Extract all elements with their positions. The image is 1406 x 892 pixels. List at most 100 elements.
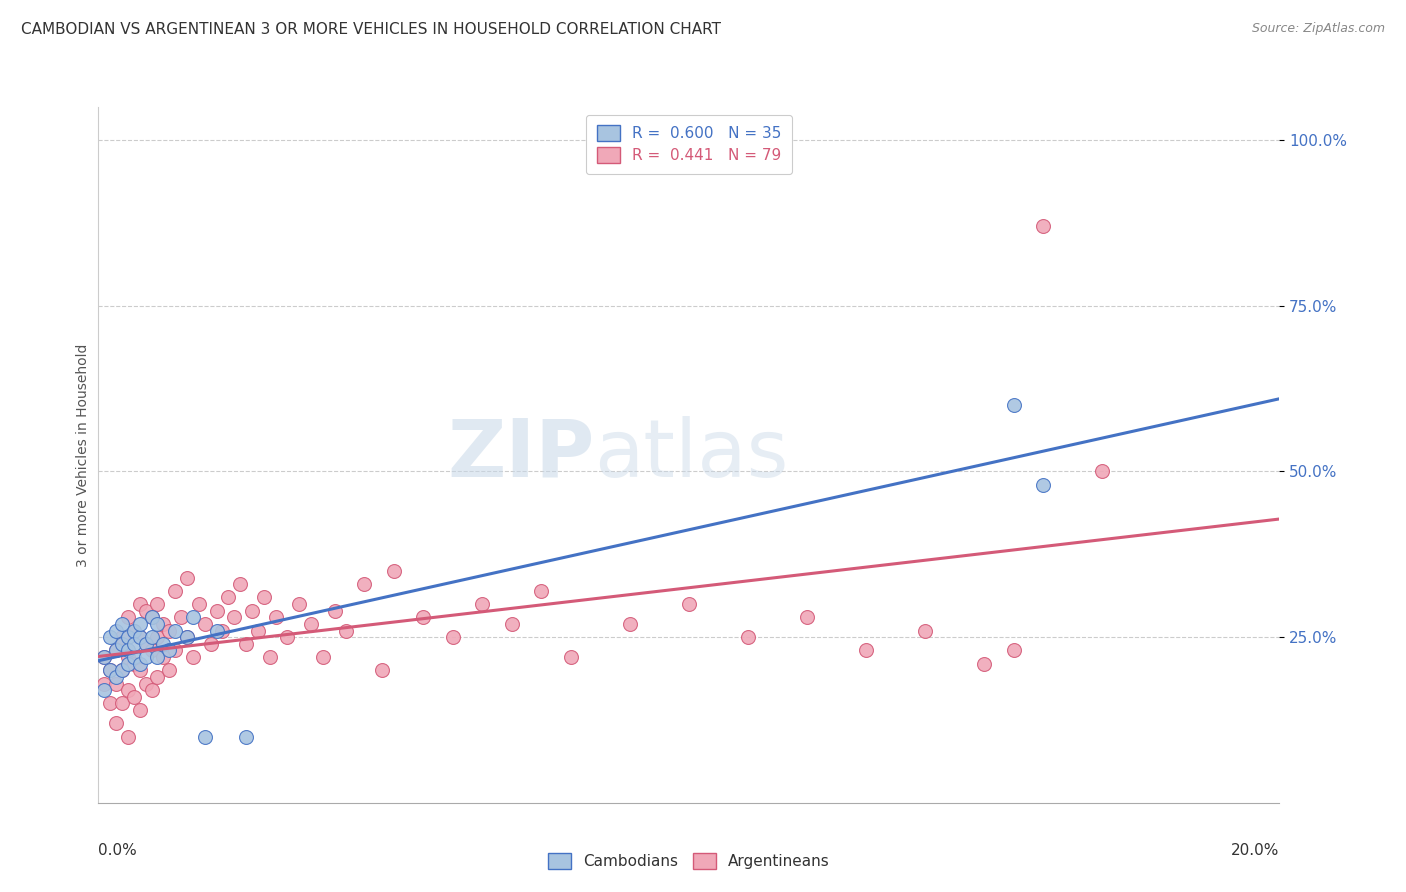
Point bbox=[312, 650, 335, 665]
Text: atlas: atlas bbox=[595, 416, 789, 494]
Point bbox=[128, 616, 150, 631]
Point bbox=[471, 597, 494, 611]
Point bbox=[264, 610, 287, 624]
Point bbox=[299, 616, 322, 631]
Point bbox=[105, 676, 128, 690]
Point bbox=[122, 657, 145, 671]
Point bbox=[855, 643, 877, 657]
Point bbox=[98, 697, 121, 711]
Point bbox=[98, 663, 121, 677]
Point bbox=[165, 643, 187, 657]
Point bbox=[146, 616, 169, 631]
Point bbox=[117, 610, 139, 624]
Point bbox=[98, 630, 121, 644]
Point bbox=[530, 583, 553, 598]
Point bbox=[217, 591, 239, 605]
Point bbox=[165, 583, 187, 598]
Text: CAMBODIAN VS ARGENTINEAN 3 OR MORE VEHICLES IN HOUSEHOLD CORRELATION CHART: CAMBODIAN VS ARGENTINEAN 3 OR MORE VEHIC… bbox=[21, 22, 721, 37]
Point bbox=[135, 637, 157, 651]
Point bbox=[117, 650, 139, 665]
Point bbox=[122, 650, 145, 665]
Point bbox=[146, 630, 169, 644]
Point bbox=[194, 616, 217, 631]
Point bbox=[253, 591, 276, 605]
Point bbox=[122, 624, 145, 638]
Point bbox=[353, 577, 375, 591]
Point bbox=[122, 624, 145, 638]
Point bbox=[128, 657, 150, 671]
Point bbox=[246, 624, 269, 638]
Point bbox=[146, 597, 169, 611]
Point bbox=[914, 624, 936, 638]
Point bbox=[441, 630, 464, 644]
Point bbox=[176, 570, 198, 584]
Point bbox=[229, 577, 252, 591]
Point bbox=[93, 676, 115, 690]
Point bbox=[128, 630, 150, 644]
Point bbox=[181, 610, 204, 624]
Point bbox=[973, 657, 995, 671]
Point bbox=[135, 604, 157, 618]
Point bbox=[1091, 465, 1114, 479]
Point bbox=[194, 730, 217, 744]
Point bbox=[93, 683, 115, 698]
Point bbox=[240, 604, 263, 618]
Point bbox=[737, 630, 759, 644]
Point bbox=[678, 597, 700, 611]
Point bbox=[181, 650, 204, 665]
Point bbox=[224, 610, 246, 624]
Point bbox=[105, 670, 128, 684]
Point bbox=[111, 616, 134, 631]
Point bbox=[141, 610, 163, 624]
Point bbox=[176, 630, 198, 644]
Point bbox=[135, 637, 157, 651]
Point bbox=[157, 643, 180, 657]
Point bbox=[93, 650, 115, 665]
Point bbox=[128, 597, 150, 611]
Point bbox=[335, 624, 357, 638]
Point bbox=[141, 610, 163, 624]
Point bbox=[135, 676, 157, 690]
Point bbox=[170, 610, 193, 624]
Point bbox=[117, 730, 139, 744]
Point bbox=[128, 630, 150, 644]
Point bbox=[128, 663, 150, 677]
Point bbox=[105, 624, 128, 638]
Text: 0.0%: 0.0% bbox=[98, 843, 138, 858]
Point bbox=[211, 624, 233, 638]
Point bbox=[141, 643, 163, 657]
Point bbox=[152, 616, 174, 631]
Point bbox=[122, 637, 145, 651]
Point bbox=[111, 630, 134, 644]
Point bbox=[135, 650, 157, 665]
Point bbox=[200, 637, 222, 651]
Y-axis label: 3 or more Vehicles in Household: 3 or more Vehicles in Household bbox=[76, 343, 90, 566]
Text: ZIP: ZIP bbox=[447, 416, 595, 494]
Point bbox=[152, 650, 174, 665]
Point bbox=[176, 630, 198, 644]
Point bbox=[1032, 219, 1054, 234]
Text: Source: ZipAtlas.com: Source: ZipAtlas.com bbox=[1251, 22, 1385, 36]
Point bbox=[146, 650, 169, 665]
Point bbox=[111, 637, 134, 651]
Point bbox=[1002, 643, 1025, 657]
Point bbox=[796, 610, 818, 624]
Point bbox=[276, 630, 298, 644]
Point bbox=[187, 597, 209, 611]
Point bbox=[235, 637, 257, 651]
Point bbox=[105, 716, 128, 731]
Legend: Cambodians, Argentineans: Cambodians, Argentineans bbox=[538, 845, 839, 879]
Point bbox=[165, 624, 187, 638]
Point bbox=[323, 604, 346, 618]
Point bbox=[111, 697, 134, 711]
Point bbox=[1002, 398, 1025, 412]
Point bbox=[205, 604, 228, 618]
Point bbox=[501, 616, 523, 631]
Point bbox=[382, 564, 405, 578]
Point bbox=[117, 657, 139, 671]
Point bbox=[235, 730, 257, 744]
Point bbox=[117, 630, 139, 644]
Point bbox=[1032, 477, 1054, 491]
Point bbox=[141, 683, 163, 698]
Point bbox=[560, 650, 582, 665]
